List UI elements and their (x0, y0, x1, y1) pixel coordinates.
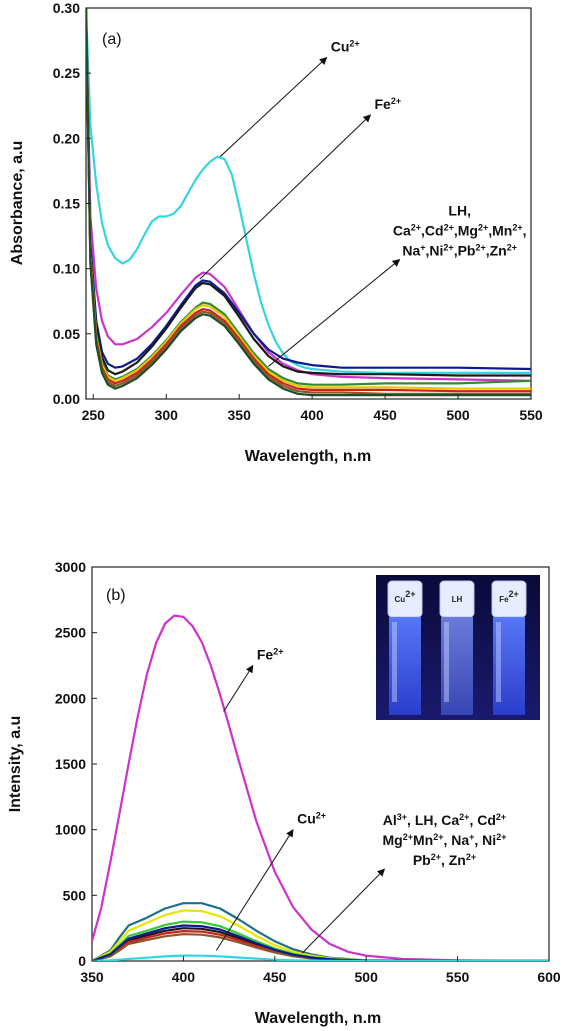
absorbance-series-3 (86, 8, 531, 371)
intensity-annotation-label: Cu2+ (297, 811, 326, 827)
absorbance-series-5 (86, 8, 531, 386)
absorbance-y-tick-label: 0.05 (53, 326, 80, 342)
absorbance-annotation-label: Cu2+ (331, 39, 360, 55)
vial-liquid (493, 617, 525, 715)
absorbance-y-ticks: 0.00 0.05 0.10 0.15 0.20 0.25 0.30 (53, 0, 91, 407)
absorbance-x-tick-label: 550 (519, 407, 543, 423)
absorbance-chart: 250 300 350 400 450 500 550 0.000.050.100.150.… (9, 0, 543, 465)
absorbance-y-tick-label: 0.20 (53, 130, 80, 146)
vial-highlight (392, 622, 397, 702)
absorbance-panel-label: (a) (102, 31, 122, 48)
vial-highlight (444, 622, 449, 702)
intensity-x-tick-label: 500 (355, 969, 379, 985)
intensity-annotation-label: Fe2+ (257, 647, 284, 663)
absorbance-x-tick-label: 500 (446, 407, 470, 423)
vial-cap (491, 580, 527, 618)
vial-label: Fe2+ (499, 589, 519, 604)
intensity-panel-label: (b) (106, 587, 126, 604)
absorbance-annotation-label: Na+,Ni2+,Pb2+,Zn2+ (402, 243, 517, 259)
intensity-annotation-arrow (215, 829, 294, 951)
vial-label: LH (452, 595, 463, 604)
intensity-annotation-label: Pb2+, Zn2+ (413, 852, 476, 868)
intensity-y-tick-label: 0 (78, 953, 86, 969)
intensity-annotation-label: Al3+, LH, Ca2+, Cd2+ (383, 812, 506, 828)
intensity-chart: 350 400 450 500 550 600 0 500 1000 1500 2000 2500 3… (7, 559, 561, 1027)
absorbance-x-ticks: 250 300 350 400 450 500 550 (82, 394, 543, 423)
absorbance-x-tick-label: 250 (82, 407, 106, 423)
intensity-x-ticks: 350 400 450 500 550 600 (80, 956, 561, 985)
vial-label: Cu2+ (395, 589, 416, 604)
absorbance-y-axis-title: Absorbance, a.u (9, 141, 26, 265)
absorbance-annotation-arrow (199, 114, 372, 280)
vial-liquid (441, 617, 473, 715)
intensity-y-tick-label: 1500 (55, 756, 86, 772)
intensity-annotation-label: Mg2+Mn2+, Na+, Ni2+ (382, 832, 506, 848)
absorbance-annotation-label: LH, (448, 203, 471, 219)
intensity-x-tick-label: 350 (80, 969, 104, 985)
absorbance-annotation-label: Ca2+,Cd2+,Mg2+,Mn2+, (393, 223, 527, 239)
absorbance-series-8 (86, 8, 531, 395)
absorbance-y-tick-label: 0.25 (53, 65, 80, 81)
absorbance-y-tick-label: 0.10 (53, 261, 80, 277)
intensity-x-tick-label: 450 (263, 969, 287, 985)
intensity-x-tick-label: 600 (537, 969, 561, 985)
intensity-annotations: Fe2+ Cu2+ Al3+, LH, Ca2+, Cd2+ Mg2+Mn2+, Na… (215, 647, 506, 954)
absorbance-annotation-arrow (219, 57, 328, 157)
intensity-x-tick-label: 400 (172, 969, 196, 985)
vial-highlight (496, 622, 501, 702)
vials-photo-inset: Cu2+ LH Fe2+ (376, 575, 540, 720)
absorbance-x-tick-label: 450 (373, 407, 397, 423)
vial: Fe2+ (491, 580, 527, 715)
vial: Cu2+ (387, 580, 423, 715)
absorbance-y-tick-label: 0.15 (53, 196, 80, 212)
absorbance-x-tick-label: 300 (155, 407, 179, 423)
absorbance-series-4 (86, 8, 531, 377)
absorbance-y-tick-label: 0.00 (53, 391, 80, 407)
intensity-x-axis-title: Wavelength, n.m (255, 1010, 382, 1027)
intensity-annotation-arrow (223, 664, 254, 712)
intensity-series-9 (92, 954, 549, 961)
intensity-series-8 (92, 924, 549, 961)
absorbance-annotation-label: Fe2+ (375, 96, 402, 112)
absorbance-series-6 (86, 8, 531, 390)
absorbance-series-2 (86, 8, 531, 382)
vial: LH (439, 580, 475, 715)
absorbance-annotations: Cu2+ Fe2+ LH, Ca2+,Cd2+,Mg2+,Mn2+, Na+,Ni2+,… (199, 39, 527, 367)
absorbance-annotation-arrow (268, 259, 401, 367)
intensity-y-tick-label: 3000 (55, 559, 86, 575)
intensity-series-1 (92, 614, 549, 961)
absorbance-x-tick-label: 350 (228, 407, 252, 423)
intensity-annotation-arrow (301, 868, 386, 954)
intensity-y-tick-label: 500 (63, 887, 87, 903)
intensity-y-tick-label: 2500 (55, 625, 86, 641)
intensity-y-ticks: 0 500 1000 1500 2000 2500 3000 (55, 559, 97, 969)
absorbance-series-1 (86, 8, 531, 374)
intensity-y-axis-title: Intensity, a.u (7, 716, 24, 813)
absorbance-x-axis-title: Wavelength, n.m (245, 448, 372, 465)
intensity-y-tick-label: 2000 (55, 690, 86, 706)
intensity-y-tick-label: 1000 (55, 822, 86, 838)
intensity-x-tick-label: 550 (446, 969, 470, 985)
intensity-series-group (92, 614, 549, 961)
vial-liquid (389, 617, 421, 715)
absorbance-series-7 (86, 8, 531, 393)
absorbance-x-tick-label: 400 (300, 407, 324, 423)
absorbance-y-tick-label: 0.30 (53, 0, 80, 16)
